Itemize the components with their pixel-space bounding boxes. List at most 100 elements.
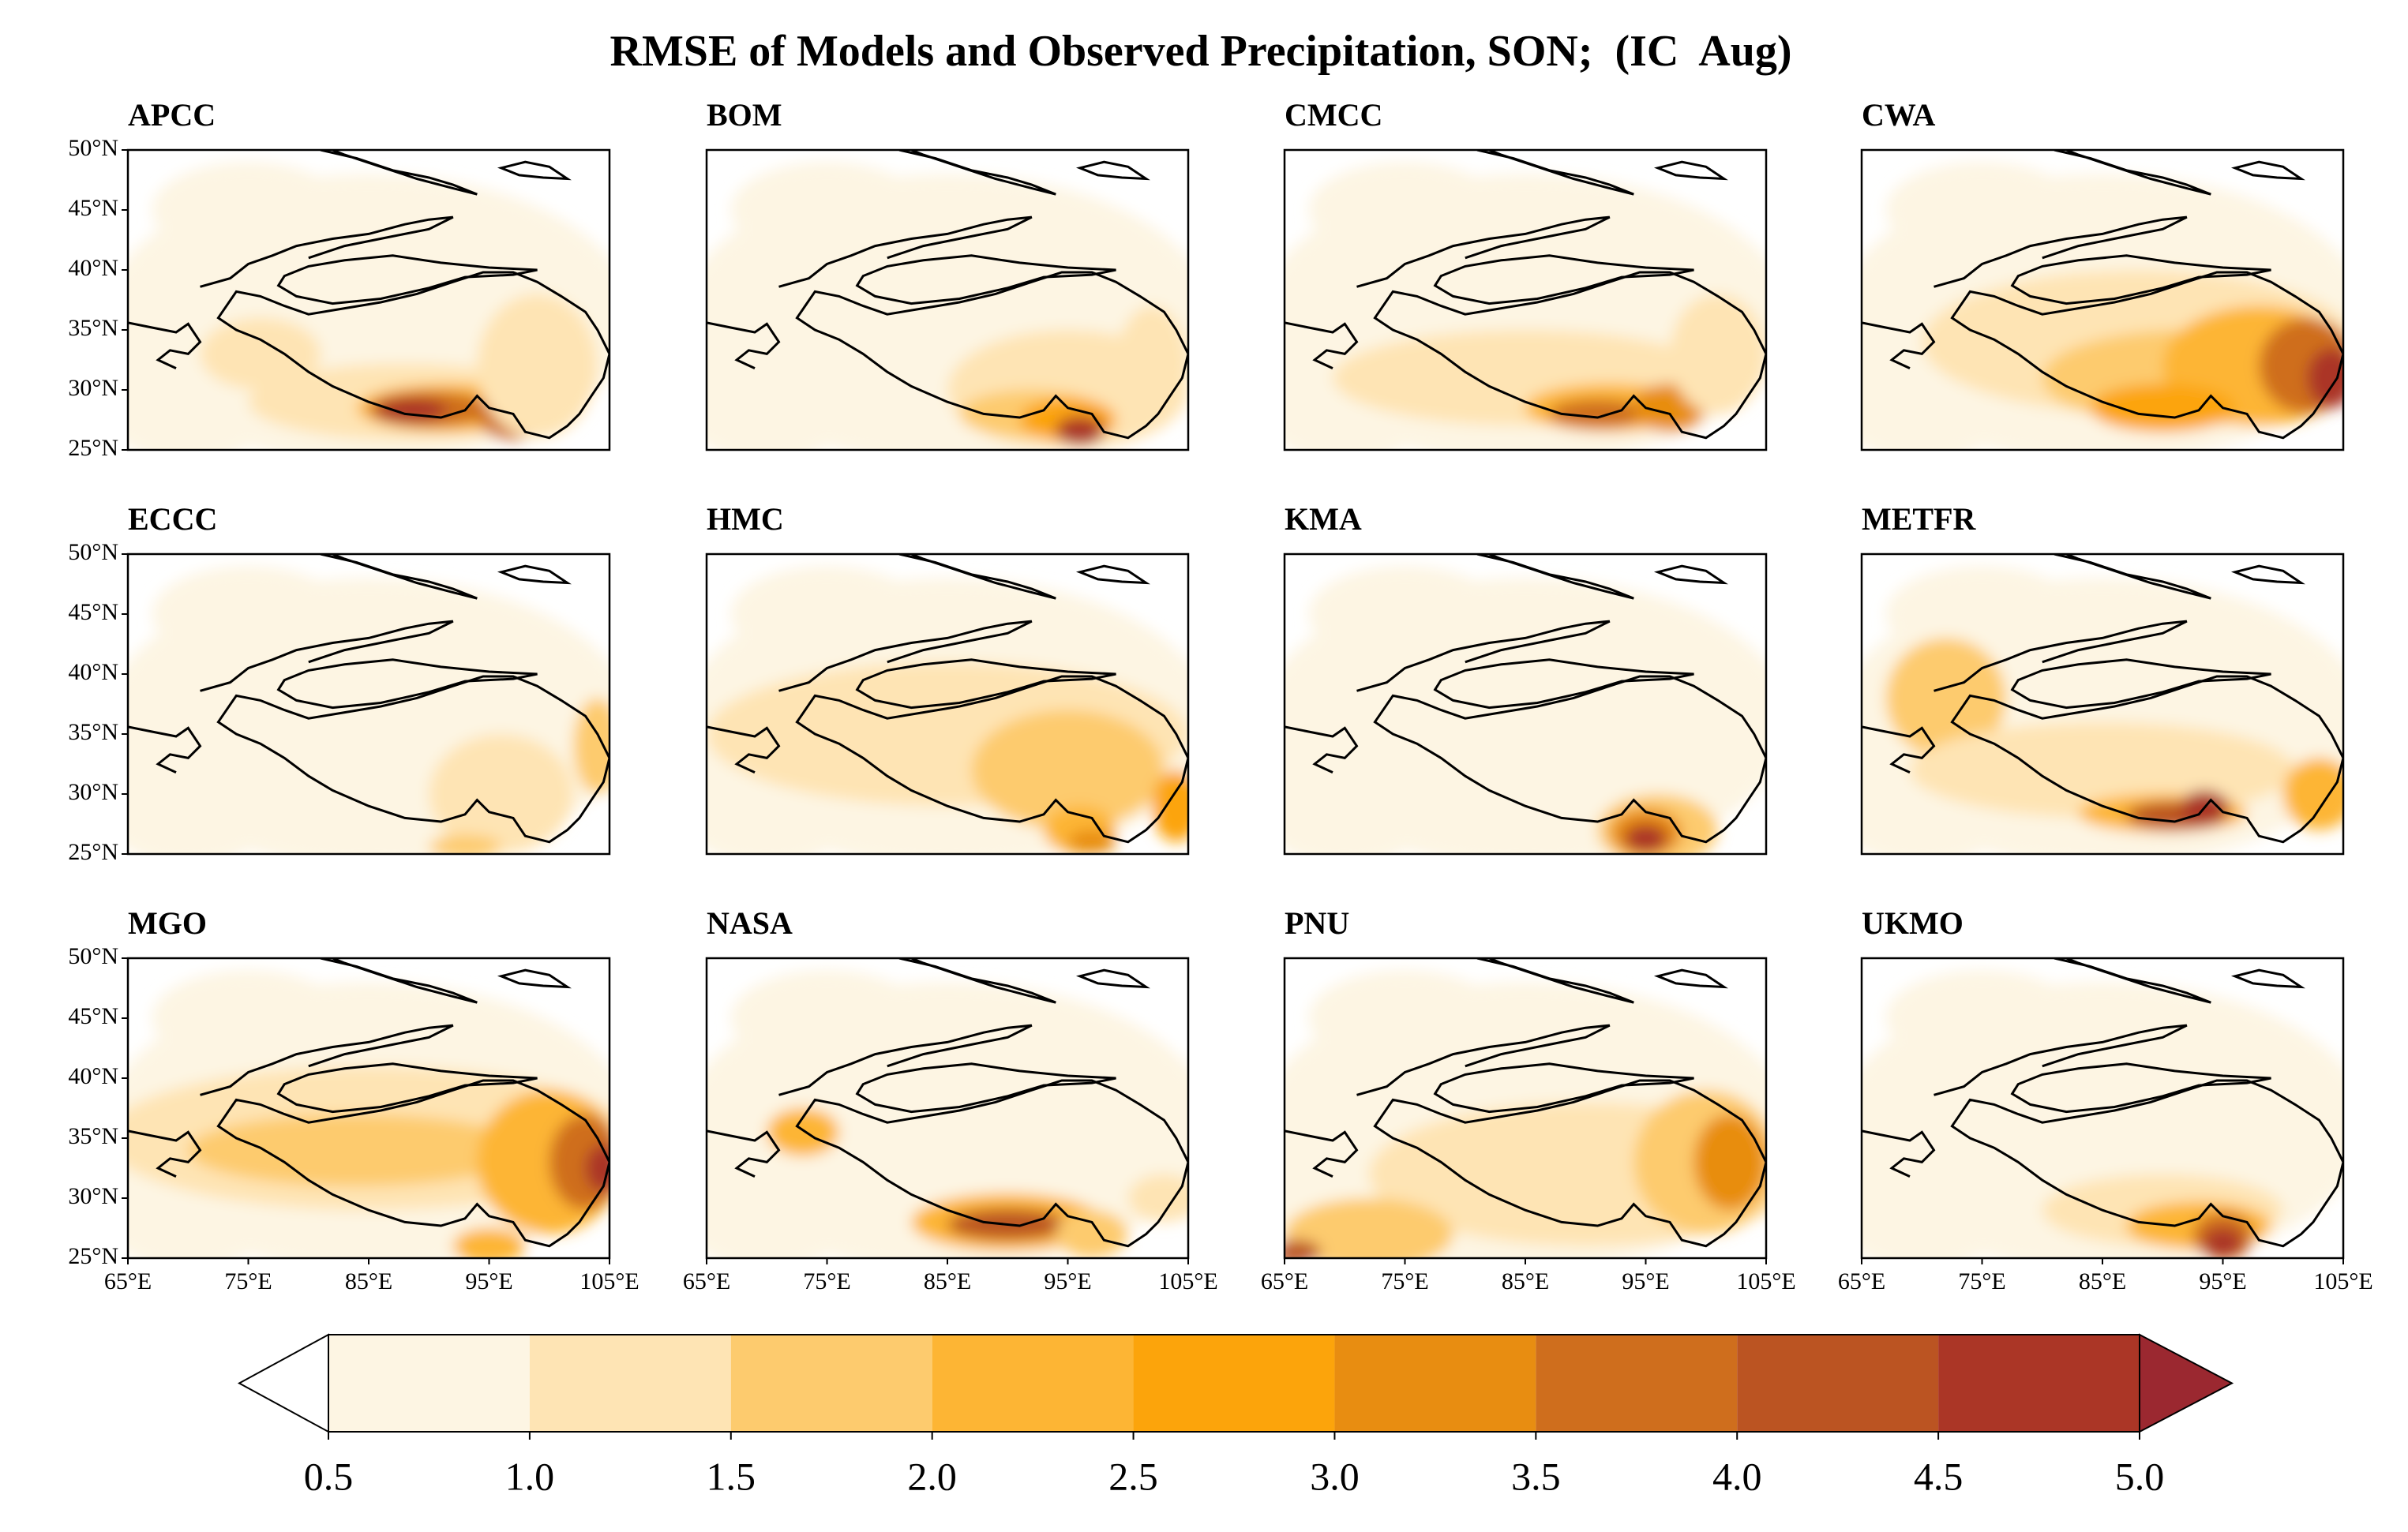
precip-field — [707, 150, 1188, 450]
lat-label: 30°N — [68, 779, 118, 805]
lon-label: 75°E — [224, 1268, 272, 1294]
field-patch — [1862, 1126, 2019, 1258]
coastline — [1433, 1062, 1694, 1114]
coastline — [2010, 254, 2271, 305]
lat-label: 50°N — [68, 135, 118, 161]
field-patch — [1285, 1198, 1453, 1258]
field-layer — [707, 566, 1188, 854]
coastline — [2230, 564, 2305, 585]
lat-label: 45°N — [68, 599, 118, 625]
field-patch — [2307, 347, 2343, 408]
coastline — [707, 725, 781, 773]
coastline — [1950, 271, 2343, 440]
lon-label: 85°E — [345, 1268, 392, 1294]
lat-label: 30°N — [68, 375, 118, 401]
coastline — [128, 725, 202, 773]
panel-title: PNU — [1285, 905, 1349, 941]
lon-label: 65°E — [683, 1268, 730, 1294]
panel-frame — [126, 148, 611, 451]
colorbar-bin — [1133, 1335, 1335, 1432]
field-patch — [152, 566, 345, 662]
coastline — [1433, 658, 1694, 710]
lon-label: 75°E — [803, 1268, 850, 1294]
panel-frame — [705, 552, 1190, 856]
colorbar-label: 4.0 — [1712, 1454, 1762, 1498]
coastline — [276, 254, 538, 305]
coastline — [1285, 321, 1359, 369]
colorbar-bin — [1536, 1335, 1738, 1432]
coastline — [1862, 725, 1936, 773]
colorbar-label: 3.5 — [1511, 1454, 1561, 1498]
field-patch — [429, 834, 501, 854]
precip-field — [1862, 958, 2343, 1258]
coastline — [1356, 1024, 1611, 1096]
panel-title: ECCC — [128, 501, 217, 537]
panel-title: BOM — [707, 97, 782, 133]
lon-label: 65°E — [104, 1268, 152, 1294]
field-patch — [1885, 566, 2079, 662]
coastline — [1373, 271, 1766, 440]
precip-field — [128, 958, 610, 1258]
lon-label: 65°E — [1838, 1268, 1885, 1294]
coastline — [1356, 215, 1611, 288]
field-layer — [128, 566, 610, 854]
coastline — [707, 321, 781, 369]
coastline — [1950, 675, 2343, 844]
field-layer — [1862, 162, 2343, 450]
precip-field — [707, 958, 1188, 1258]
coastline — [2010, 658, 2271, 710]
coastline — [795, 1079, 1188, 1248]
field-layer — [128, 970, 610, 1258]
panel-title: UKMO — [1862, 905, 1964, 941]
coastline — [320, 958, 478, 1004]
field-patch — [971, 710, 1165, 830]
lon-label: 75°E — [1958, 1268, 2005, 1294]
lon-label: 95°E — [465, 1268, 512, 1294]
coastline — [1862, 321, 1936, 369]
coastline — [1476, 150, 1634, 196]
coastline — [778, 1024, 1033, 1096]
field-patch — [1056, 416, 1105, 445]
field-patch — [2090, 384, 2235, 433]
precip-field — [707, 554, 1188, 854]
coastline — [1356, 620, 1611, 692]
field-layer — [1862, 566, 2343, 854]
coastline — [2230, 968, 2305, 989]
lat-label: 40°N — [68, 255, 118, 281]
panel-frame — [1860, 552, 2345, 856]
field-patch — [767, 1108, 839, 1156]
lon-label: 95°E — [2199, 1268, 2246, 1294]
field-patch — [1285, 1240, 1321, 1258]
coastline — [2230, 160, 2305, 181]
field-patch — [730, 566, 924, 662]
field-patch — [1308, 566, 1502, 662]
lat-label: 25°N — [68, 435, 118, 461]
lat-label: 30°N — [68, 1183, 118, 1209]
colorbar-bin — [1334, 1335, 1536, 1432]
precip-field — [1285, 554, 1766, 854]
precip-field — [128, 554, 610, 854]
colorbar-bin — [1737, 1335, 1939, 1432]
coastline — [1285, 725, 1359, 773]
colorbar-bin — [529, 1335, 731, 1432]
panel-frame — [1860, 148, 2345, 451]
field-patch — [573, 698, 610, 794]
lat-label: 45°N — [68, 195, 118, 221]
coastline — [1950, 1079, 2343, 1248]
field-patch — [1067, 830, 1116, 854]
lat-label: 35°N — [68, 315, 118, 341]
panel-frame — [126, 552, 611, 856]
lat-label: 45°N — [68, 1003, 118, 1029]
precip-field — [128, 150, 610, 450]
coastline — [2054, 554, 2211, 600]
field-patch — [1693, 1114, 1766, 1211]
field-patch — [730, 970, 924, 1066]
coastline — [2010, 1062, 2271, 1114]
coastline — [778, 215, 1033, 288]
field-patch — [152, 970, 345, 1066]
field-layer — [1862, 970, 2343, 1258]
lat-label: 35°N — [68, 719, 118, 745]
panel-frame — [705, 148, 1190, 451]
field-patch — [1549, 399, 1646, 429]
